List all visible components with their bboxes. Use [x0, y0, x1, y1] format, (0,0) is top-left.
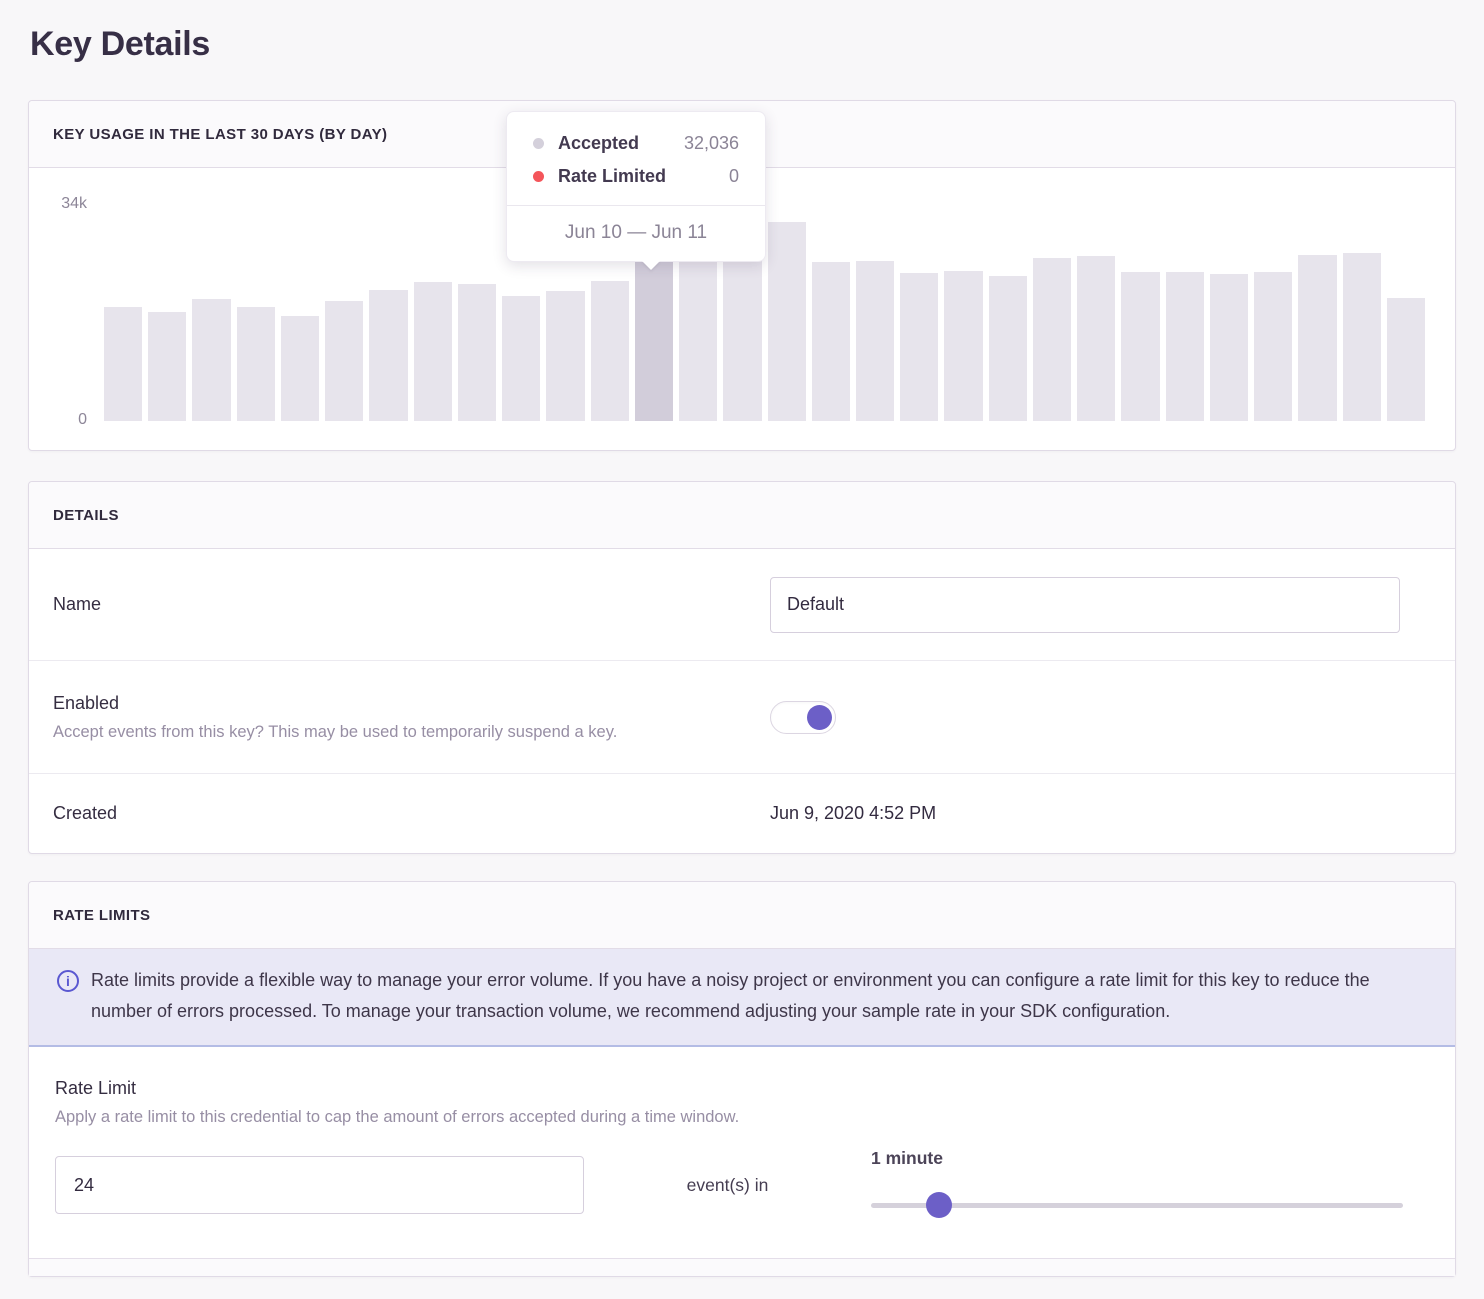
y-axis-max-label: 34k [61, 195, 87, 212]
tooltip-accepted-label: Accepted [558, 133, 640, 153]
rate-window-slider-group: 1 minute [871, 1148, 1403, 1218]
usage-bar[interactable] [1121, 272, 1160, 421]
tooltip-row-accepted: Accepted 32,036 [533, 127, 739, 160]
tooltip-rate-limited-label: Rate Limited [558, 166, 667, 186]
usage-bar[interactable] [457, 284, 497, 421]
created-label: Created [53, 803, 118, 823]
key-usage-panel-title: KEY USAGE IN THE LAST 30 DAYS (BY DAY) [53, 125, 388, 143]
tooltip-rate-limited-value: 0 [728, 166, 739, 186]
slider-knob[interactable] [926, 1192, 953, 1218]
y-axis-min-label: 0 [78, 411, 87, 428]
rate-limits-alert-text: Rate limits provide a flexible way to ma… [91, 970, 1370, 1021]
usage-bar[interactable] [767, 222, 806, 421]
usage-bar[interactable] [590, 281, 629, 421]
details-panel-title: DETAILS [53, 506, 119, 524]
usage-bar[interactable] [811, 262, 850, 421]
rate-limits-panel: RATE LIMITS i Rate limits provide a flex… [28, 881, 1456, 1277]
tooltip-divider [507, 205, 765, 206]
usage-bar[interactable] [944, 271, 983, 421]
tooltip-accepted-value: 32,036 [683, 133, 739, 153]
toggle-knob[interactable] [807, 704, 832, 730]
usage-bar[interactable] [1077, 256, 1116, 421]
usage-bar[interactable] [236, 307, 275, 421]
usage-bar[interactable] [900, 273, 939, 421]
usage-bar[interactable] [369, 290, 408, 421]
usage-bar[interactable] [1386, 298, 1426, 421]
details-panel-header: DETAILS [29, 482, 1455, 549]
usage-bar[interactable] [723, 252, 762, 421]
tooltip-row-rate-limited: Rate Limited 0 [533, 160, 739, 193]
rate-limit-label: Rate Limit [55, 1078, 137, 1098]
usage-bar[interactable] [502, 296, 541, 421]
created-value: Jun 9, 2020 4:52 PM [770, 803, 937, 823]
chart-tooltip: Accepted 32,036 Rate Limited 0 Jun 10 — … [506, 111, 766, 270]
usage-bar[interactable] [1298, 255, 1337, 421]
rate-limits-panel-header: RATE LIMITS [29, 882, 1455, 949]
usage-bar[interactable] [988, 276, 1027, 421]
usage-bar[interactable] [192, 299, 231, 421]
usage-bar[interactable] [679, 252, 718, 421]
usage-bar[interactable] [1254, 272, 1293, 421]
usage-bar[interactable] [1165, 272, 1204, 421]
usage-bar[interactable] [1032, 258, 1072, 421]
usage-bar[interactable] [325, 301, 364, 421]
rate-window-slider[interactable] [871, 1192, 1403, 1218]
usage-bar[interactable] [546, 291, 585, 421]
enabled-label: Enabled [53, 692, 120, 713]
rate-limit-row: Rate Limit Apply a rate limit to this cr… [29, 1047, 1455, 1258]
rate-limits-info-alert: i Rate limits provide a flexible way to … [29, 949, 1455, 1047]
name-input[interactable] [770, 576, 1400, 633]
usage-bar[interactable] [1209, 274, 1249, 421]
page-title: Key Details [30, 25, 211, 63]
info-icon: i [57, 970, 79, 992]
rate-limit-count-input[interactable] [55, 1156, 584, 1214]
usage-bar[interactable] [280, 316, 320, 421]
name-label: Name [53, 594, 102, 614]
key-usage-panel: KEY USAGE IN THE LAST 30 DAYS (BY DAY) 3… [28, 100, 1456, 451]
details-panel: DETAILS Name Enabled Accept events from … [28, 481, 1456, 854]
usage-bar[interactable] [104, 307, 143, 421]
rate-limits-panel-footer [29, 1258, 1455, 1276]
usage-bar[interactable] [855, 261, 895, 421]
slider-track[interactable] [871, 1203, 1403, 1208]
created-row: Created Jun 9, 2020 4:52 PM [29, 774, 1455, 853]
tooltip-caret [642, 261, 661, 270]
usage-bars-container [104, 204, 1426, 421]
accepted-series-dot-icon [533, 138, 544, 149]
enabled-toggle[interactable] [770, 700, 836, 734]
rate-limited-series-dot-icon [533, 171, 544, 182]
tooltip-date-range: Jun 10 — Jun 11 [564, 222, 708, 243]
name-row: Name [29, 549, 1455, 661]
rate-limit-help-text: Apply a rate limit to this credential to… [55, 1108, 740, 1126]
usage-bar[interactable] [1342, 253, 1381, 421]
rate-window-value-label: 1 minute [871, 1148, 943, 1168]
usage-bar[interactable] [413, 282, 452, 421]
enabled-row: Enabled Accept events from this key? Thi… [29, 661, 1455, 774]
rate-limit-connector-text: event(s) in [686, 1174, 769, 1195]
enabled-help-text: Accept events from this key? This may be… [53, 722, 618, 741]
usage-bar[interactable] [148, 312, 187, 421]
rate-limits-panel-title: RATE LIMITS [53, 906, 151, 924]
